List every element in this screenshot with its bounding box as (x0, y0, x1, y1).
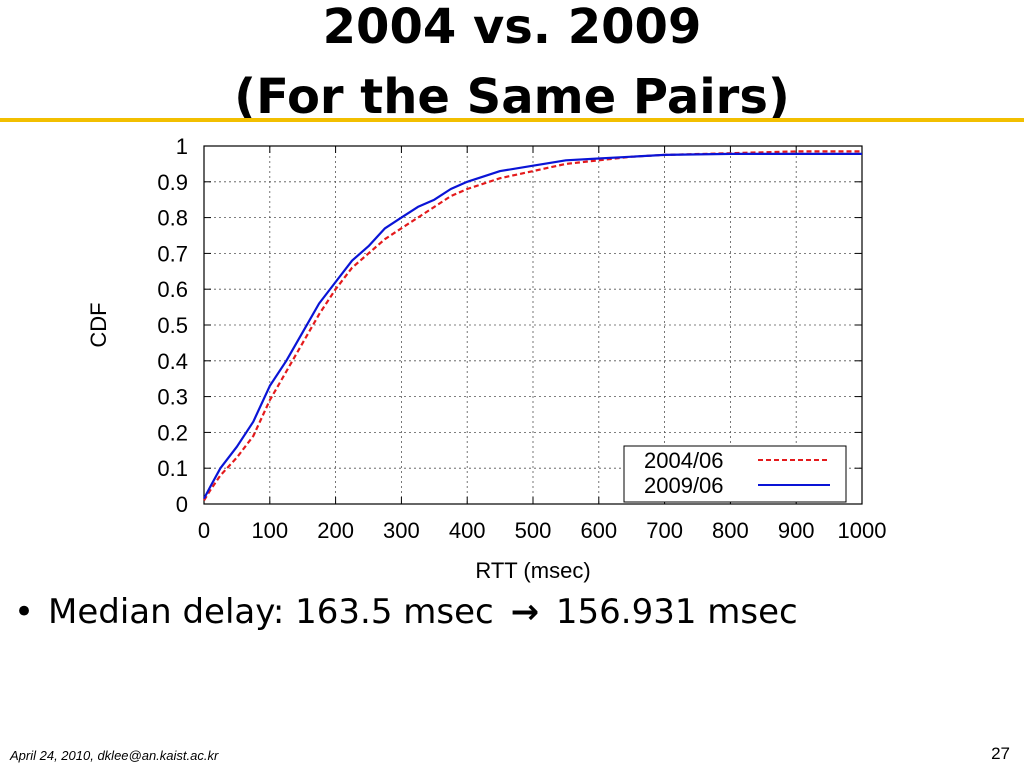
y-tick-label: 0.1 (157, 456, 188, 481)
x-tick-label: 200 (317, 518, 354, 543)
y-tick-label: 1 (176, 134, 188, 159)
x-tick-label: 300 (383, 518, 420, 543)
title-line-1: 2004 vs. 2009 (322, 0, 702, 55)
x-tick-label: 800 (712, 518, 749, 543)
title-line-2: (For the Same Pairs) (234, 69, 790, 125)
footer-date-email: April 24, 2010, dklee@an.kaist.ac.kr (10, 748, 219, 763)
median-before-text: Median delay: 163.5 msec (48, 592, 494, 632)
x-tick-label: 1000 (838, 518, 887, 543)
series-line-2009-06 (203, 152, 862, 500)
title-divider (0, 118, 1024, 122)
median-after-text: 156.931 msec (555, 592, 798, 632)
slide-title: 2004 vs. 2009 (For the Same Pairs) (0, 0, 1024, 122)
x-axis-label: RTT (msec) (475, 558, 590, 583)
y-tick-label: 0.3 (157, 385, 188, 410)
y-tick-label: 0 (176, 492, 188, 517)
series-line-2004-06 (203, 150, 862, 501)
x-tick-label: 900 (778, 518, 815, 543)
legend-label: 2004/06 (644, 448, 724, 473)
x-tick-label: 600 (580, 518, 617, 543)
y-tick-label: 0.9 (157, 170, 188, 195)
y-tick-label: 0.6 (157, 277, 188, 302)
median-delay-bullet: • Median delay: 163.5 msec → 156.931 msec (14, 590, 798, 634)
arrow-right-icon: → (510, 592, 540, 632)
legend-label: 2009/06 (644, 473, 724, 498)
x-tick-label: 700 (646, 518, 683, 543)
x-tick-label: 400 (449, 518, 486, 543)
x-tick-label: 0 (198, 518, 210, 543)
bullet-marker: • (14, 592, 35, 632)
legend-box (623, 445, 847, 503)
cdf-chart: 0 100 200 300 400 500 600 700 800 900 1000 0 0.1 0.2 0… (86, 134, 887, 583)
y-axis-label: CDF (86, 302, 111, 347)
plot-area (204, 146, 862, 504)
y-tick-label: 0.2 (157, 420, 188, 445)
page-number: 27 (991, 744, 1010, 763)
y-tick-label: 0.5 (157, 313, 188, 338)
y-tick-label: 0.4 (157, 349, 188, 374)
plot-frame (203, 145, 863, 505)
x-tick-label: 500 (515, 518, 552, 543)
y-tick-label: 0.7 (157, 241, 188, 266)
y-tick-label: 0.8 (157, 206, 188, 231)
x-tick-label: 100 (251, 518, 288, 543)
